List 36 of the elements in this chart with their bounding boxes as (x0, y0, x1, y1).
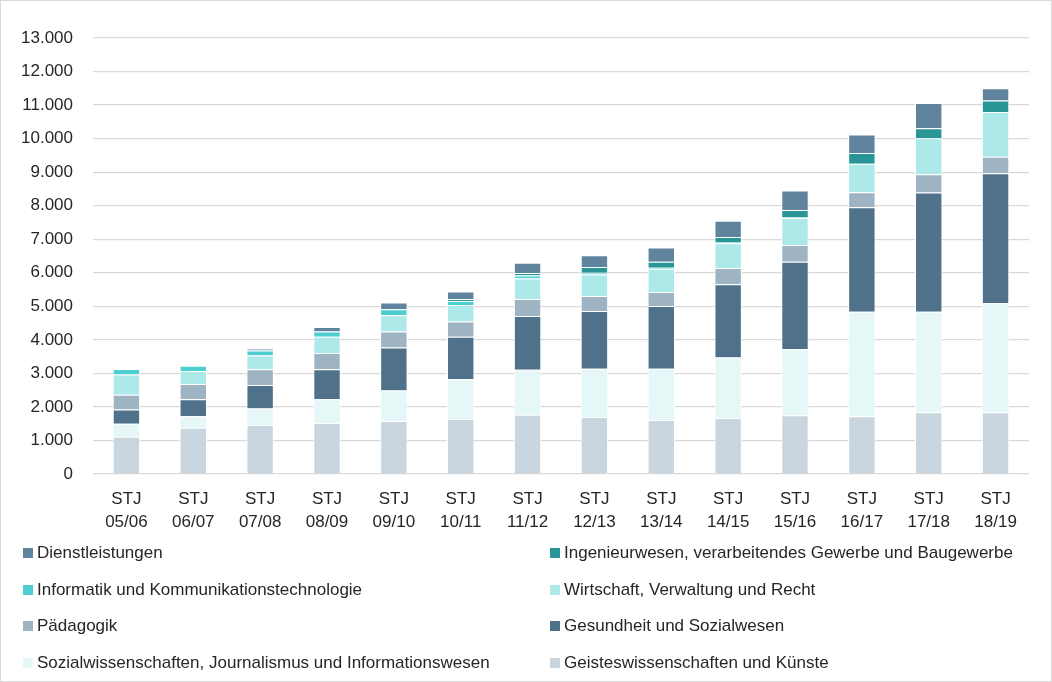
x-tick-label: STJ 11/12 (506, 489, 549, 532)
legend-label: Informatik und Kommunikationstechnologie (37, 579, 363, 600)
legend-label: Geisteswissenschaften und Künste (564, 652, 829, 673)
x-tick-label: STJ 14/15 (706, 489, 750, 532)
y-tick-label: 4.000 (30, 329, 73, 349)
y-tick-label: 7.000 (30, 228, 73, 248)
y-tick-label: 2.000 (30, 396, 73, 416)
legend-label: Dienstleistungen (37, 543, 163, 564)
x-tick-label: STJ 16/17 (840, 489, 884, 532)
y-tick-label: 9.000 (30, 161, 73, 181)
x-tick-label: STJ 09/10 (372, 489, 416, 532)
legend-label: Gesundheit und Sozialwesen (564, 616, 785, 637)
y-tick-label: 3.000 (30, 363, 73, 383)
x-tick-label: STJ 18/19 (974, 489, 1017, 532)
x-tick-label: STJ 07/08 (238, 489, 282, 532)
y-tick-label: 0 (63, 463, 73, 483)
y-tick-label: 1.000 (30, 430, 73, 450)
x-tick-label: STJ 13/14 (640, 489, 683, 532)
y-tick-label: 8.000 (30, 195, 73, 215)
x-tick-label: STJ 08/09 (305, 489, 349, 532)
y-tick-label: 13.000 (21, 27, 73, 47)
y-tick-label: 11.000 (22, 94, 73, 114)
legend-label: Wirtschaft, Verwaltung und Recht (564, 579, 816, 600)
legend-label: Pädagogik (37, 616, 118, 637)
x-tick-label: STJ 06/07 (172, 489, 215, 532)
y-tick-label: 12.000 (21, 61, 73, 81)
x-tick-label: STJ 15/16 (773, 489, 817, 532)
y-tick-label: 5.000 (30, 296, 73, 315)
legend-label: Ingenieurwesen, verarbeitendes Gewerbe und Baugewerbe (564, 543, 1013, 564)
y-tick-label: 10.000 (21, 128, 73, 148)
legend-label: Sozialwissenschaften, Journalismus und Informationswesen (37, 652, 490, 673)
y-tick-label: 6.000 (30, 262, 73, 282)
x-tick-label: STJ 05/06 (105, 489, 148, 532)
x-tick-label: STJ 12/13 (573, 489, 616, 532)
x-tick-label: STJ 10/11 (440, 489, 482, 532)
x-tick-label: STJ 17/18 (907, 489, 950, 532)
